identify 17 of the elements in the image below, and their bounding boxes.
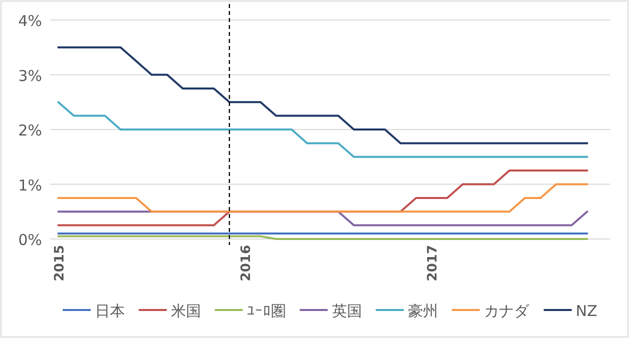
y-tick-label: 4% (18, 12, 42, 30)
legend-label: 英国 (332, 302, 362, 320)
line-series (57, 101, 588, 158)
legend-label: NZ (576, 302, 598, 320)
line-series (57, 46, 588, 144)
y-tick-label: 3% (18, 66, 42, 85)
x-tick-label: 2017 (426, 245, 441, 282)
y-tick-label: 2% (18, 122, 42, 140)
x-tick-label: 2015 (52, 245, 68, 282)
y-tick-label: 0% (18, 231, 42, 249)
legend-label: カナダ (484, 302, 530, 320)
legend-label: 豪州 (408, 302, 438, 320)
legend-label: 米国 (170, 302, 201, 320)
legend-label: 日本 (94, 302, 125, 320)
legend-label: ﾕｰﾛ圏 (246, 302, 286, 320)
y-tick-label: 1% (18, 176, 42, 194)
x-tick-label: 2016 (238, 245, 254, 282)
